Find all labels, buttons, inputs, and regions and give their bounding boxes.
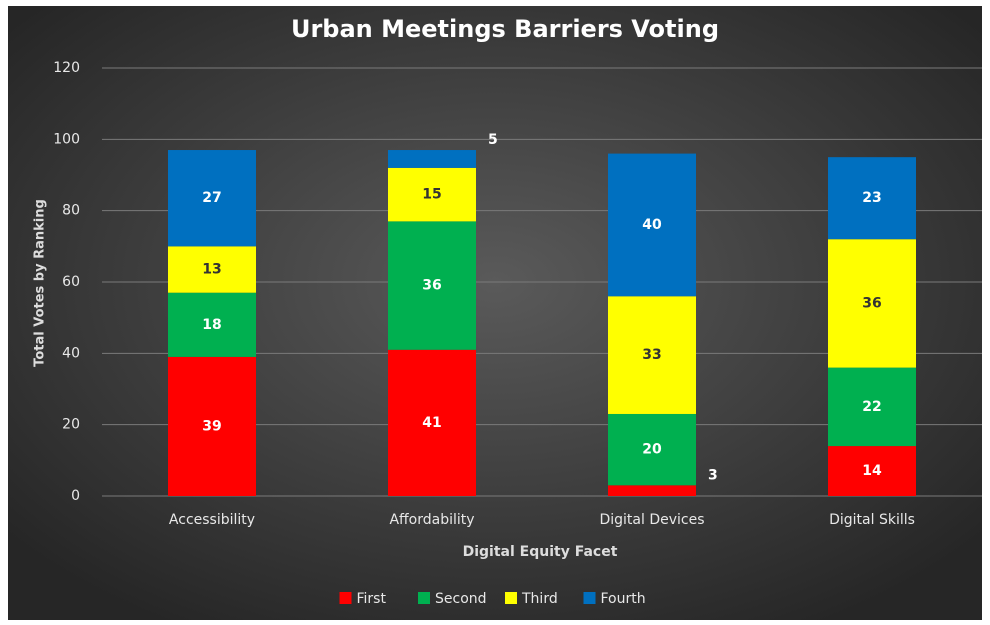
data-label: 39: [202, 418, 221, 434]
bar-segment: [828, 367, 916, 447]
bar-segment: [388, 349, 476, 496]
bar-segment: [608, 413, 696, 486]
bar-segment: [608, 485, 696, 496]
x-axis-title: Digital Equity Facet: [463, 544, 618, 560]
data-label: 33: [642, 347, 661, 363]
data-label: 20: [642, 442, 662, 458]
y-tick-label: 80: [62, 203, 80, 219]
data-label: 5: [488, 132, 498, 148]
bar-segment: [388, 221, 476, 350]
y-tick-label: 40: [62, 345, 80, 361]
bar-segment: [608, 296, 696, 414]
data-label: 36: [862, 295, 881, 311]
bar-segment: [608, 153, 696, 297]
legend-label: First: [357, 591, 387, 607]
data-label: 18: [202, 317, 221, 333]
y-tick-label: 20: [62, 417, 80, 433]
legend-label: Fourth: [601, 591, 646, 607]
data-label: 14: [862, 463, 882, 479]
chart-title: Urban Meetings Barriers Voting: [291, 15, 719, 43]
data-label: 27: [202, 190, 221, 206]
legend-swatch: [505, 592, 517, 604]
data-label: 23: [862, 190, 881, 206]
y-tick-label: 60: [62, 274, 80, 290]
data-label: 40: [642, 217, 662, 233]
x-tick-label: Affordability: [389, 512, 474, 528]
data-label: 13: [202, 262, 221, 278]
bar-segment: [168, 246, 256, 293]
x-tick-label: Digital Skills: [829, 512, 915, 528]
bar-segment: [388, 167, 476, 222]
bar-segment: [828, 157, 916, 240]
data-label: 22: [862, 399, 881, 415]
legend-label: Second: [435, 591, 487, 607]
data-label: 41: [422, 415, 441, 431]
legend-swatch: [418, 592, 430, 604]
bar-segment: [828, 239, 916, 368]
data-label: 36: [422, 278, 441, 294]
bar-segment: [828, 446, 916, 496]
bar-segment: [168, 292, 256, 357]
legend-swatch: [339, 592, 352, 604]
bar-segment: [388, 150, 476, 168]
bar-segment: [168, 150, 256, 247]
data-label: 15: [422, 187, 441, 203]
x-tick-label: Digital Devices: [599, 512, 704, 528]
y-tick-label: 120: [53, 60, 80, 76]
legend-swatch: [583, 592, 596, 604]
y-tick-label: 100: [53, 131, 80, 147]
legend-label: Third: [521, 591, 558, 607]
x-tick-label: Accessibility: [169, 512, 255, 528]
y-tick-label: 0: [71, 488, 80, 504]
bar-segment: [168, 356, 256, 496]
data-label: 3: [708, 467, 718, 483]
y-axis-title: Total Votes by Ranking: [33, 199, 48, 367]
